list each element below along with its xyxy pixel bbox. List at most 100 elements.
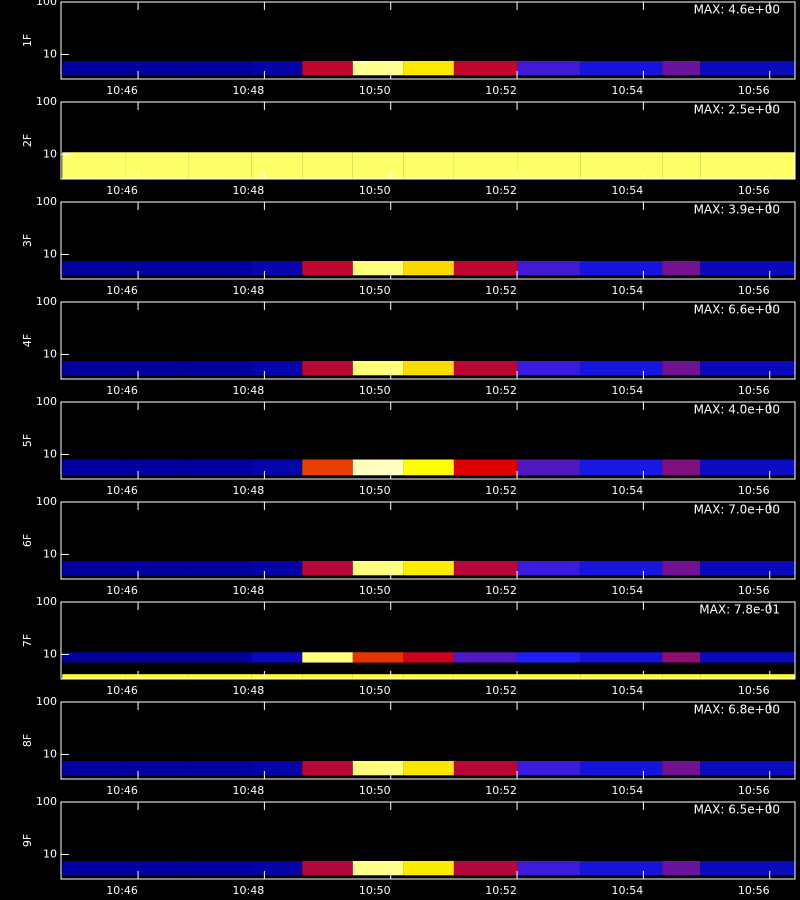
y-tick-label: 10 <box>43 847 57 860</box>
heat-cell <box>188 459 252 476</box>
plot-frame <box>60 401 796 480</box>
max-annotation: MAX: 3.9e+00 <box>694 203 780 217</box>
heat-cell <box>700 60 795 76</box>
heat-cell <box>251 260 303 276</box>
heat-cell <box>125 459 189 476</box>
x-tick-label: 10:48 <box>233 184 265 197</box>
heat-cell <box>662 652 701 663</box>
x-tick-label: 10:50 <box>359 884 391 897</box>
heat-cell <box>662 860 701 876</box>
heat-cell <box>125 560 189 576</box>
x-tick-label: 10:56 <box>738 484 770 497</box>
heat-cell <box>580 152 663 179</box>
x-tick-label: 10:52 <box>485 184 517 197</box>
heat-cell <box>453 459 518 476</box>
heat-cell <box>302 260 353 276</box>
y-axis-label: 4F <box>21 334 34 347</box>
max-annotation: MAX: 7.0e+00 <box>694 503 780 517</box>
y-axis-label: 7F <box>21 634 34 647</box>
plot-frame <box>60 601 796 680</box>
heat-cell <box>700 459 795 476</box>
heat-cell <box>352 674 404 679</box>
y-tick-label: 10 <box>43 147 57 160</box>
heat-cell <box>662 360 701 376</box>
heat-cell <box>403 860 454 876</box>
heat-cell <box>302 360 353 376</box>
plot-frame <box>60 101 796 180</box>
plot-frame <box>60 1 796 80</box>
heat-cell <box>453 652 518 663</box>
x-tick-label: 10:50 <box>359 84 391 97</box>
heat-cell <box>580 60 663 76</box>
heat-cell <box>580 674 663 679</box>
heat-cell <box>188 152 252 179</box>
heat-cell <box>302 760 353 776</box>
heat-cell <box>403 152 454 179</box>
heat-cell <box>700 760 795 776</box>
x-tick-label: 10:46 <box>106 384 138 397</box>
max-annotation: MAX: 7.8e-01 <box>699 603 780 617</box>
x-tick-label: 10:54 <box>612 684 644 697</box>
heat-cell <box>352 652 404 663</box>
x-tick-label: 10:48 <box>233 284 265 297</box>
max-annotation: MAX: 2.5e+00 <box>694 103 780 117</box>
x-tick-label: 10:52 <box>485 884 517 897</box>
heat-cell <box>403 260 454 276</box>
heat-cell <box>62 360 126 376</box>
x-tick-label: 10:56 <box>738 84 770 97</box>
heat-cell <box>517 860 581 876</box>
heat-cell <box>302 560 353 576</box>
max-annotation: MAX: 4.6e+00 <box>694 3 780 17</box>
heat-cell <box>662 760 701 776</box>
x-tick-label: 10:54 <box>612 84 644 97</box>
heat-cell <box>302 60 353 76</box>
x-tick-label: 10:48 <box>233 884 265 897</box>
heat-cell <box>62 60 126 76</box>
x-tick-label: 10:54 <box>612 884 644 897</box>
heat-cell <box>125 760 189 776</box>
x-tick-label: 10:48 <box>233 384 265 397</box>
heat-cell <box>62 674 126 679</box>
heat-cell <box>662 152 701 179</box>
y-tick-label: 10 <box>43 447 57 460</box>
heat-cell <box>403 459 454 476</box>
x-tick-label: 10:50 <box>359 384 391 397</box>
heat-cell <box>453 60 518 76</box>
x-tick-label: 10:46 <box>106 884 138 897</box>
x-tick-label: 10:50 <box>359 684 391 697</box>
heat-cell <box>62 760 126 776</box>
x-tick-label: 10:52 <box>485 684 517 697</box>
heat-cell <box>700 652 795 663</box>
x-tick-label: 10:56 <box>738 784 770 797</box>
y-axis-label: 5F <box>21 434 34 447</box>
x-tick-label: 10:48 <box>233 584 265 597</box>
max-annotation: MAX: 6.6e+00 <box>694 303 780 317</box>
heat-cell <box>453 152 518 179</box>
x-tick-label: 10:50 <box>359 484 391 497</box>
heat-cell <box>125 152 189 179</box>
plot-frame <box>60 301 796 380</box>
heat-cell <box>352 760 404 776</box>
x-tick-label: 10:52 <box>485 284 517 297</box>
x-tick-label: 10:52 <box>485 784 517 797</box>
x-tick-label: 10:46 <box>106 584 138 597</box>
x-tick-label: 10:46 <box>106 784 138 797</box>
heat-cell <box>517 674 581 679</box>
heat-cell <box>125 60 189 76</box>
heat-cell <box>662 60 701 76</box>
y-tick-label: 10 <box>43 247 57 260</box>
x-tick-label: 10:54 <box>612 484 644 497</box>
heat-cell <box>352 60 404 76</box>
y-tick-label: 100 <box>36 0 57 8</box>
heat-cell <box>517 152 581 179</box>
heat-cell <box>662 560 701 576</box>
heat-cell <box>352 860 404 876</box>
heat-cell <box>251 674 303 679</box>
heat-cell <box>125 674 189 679</box>
heat-cell <box>251 760 303 776</box>
x-tick-label: 10:56 <box>738 684 770 697</box>
heat-cell <box>580 860 663 876</box>
x-tick-label: 10:52 <box>485 484 517 497</box>
x-tick-label: 10:50 <box>359 584 391 597</box>
y-tick-label: 100 <box>36 795 57 808</box>
